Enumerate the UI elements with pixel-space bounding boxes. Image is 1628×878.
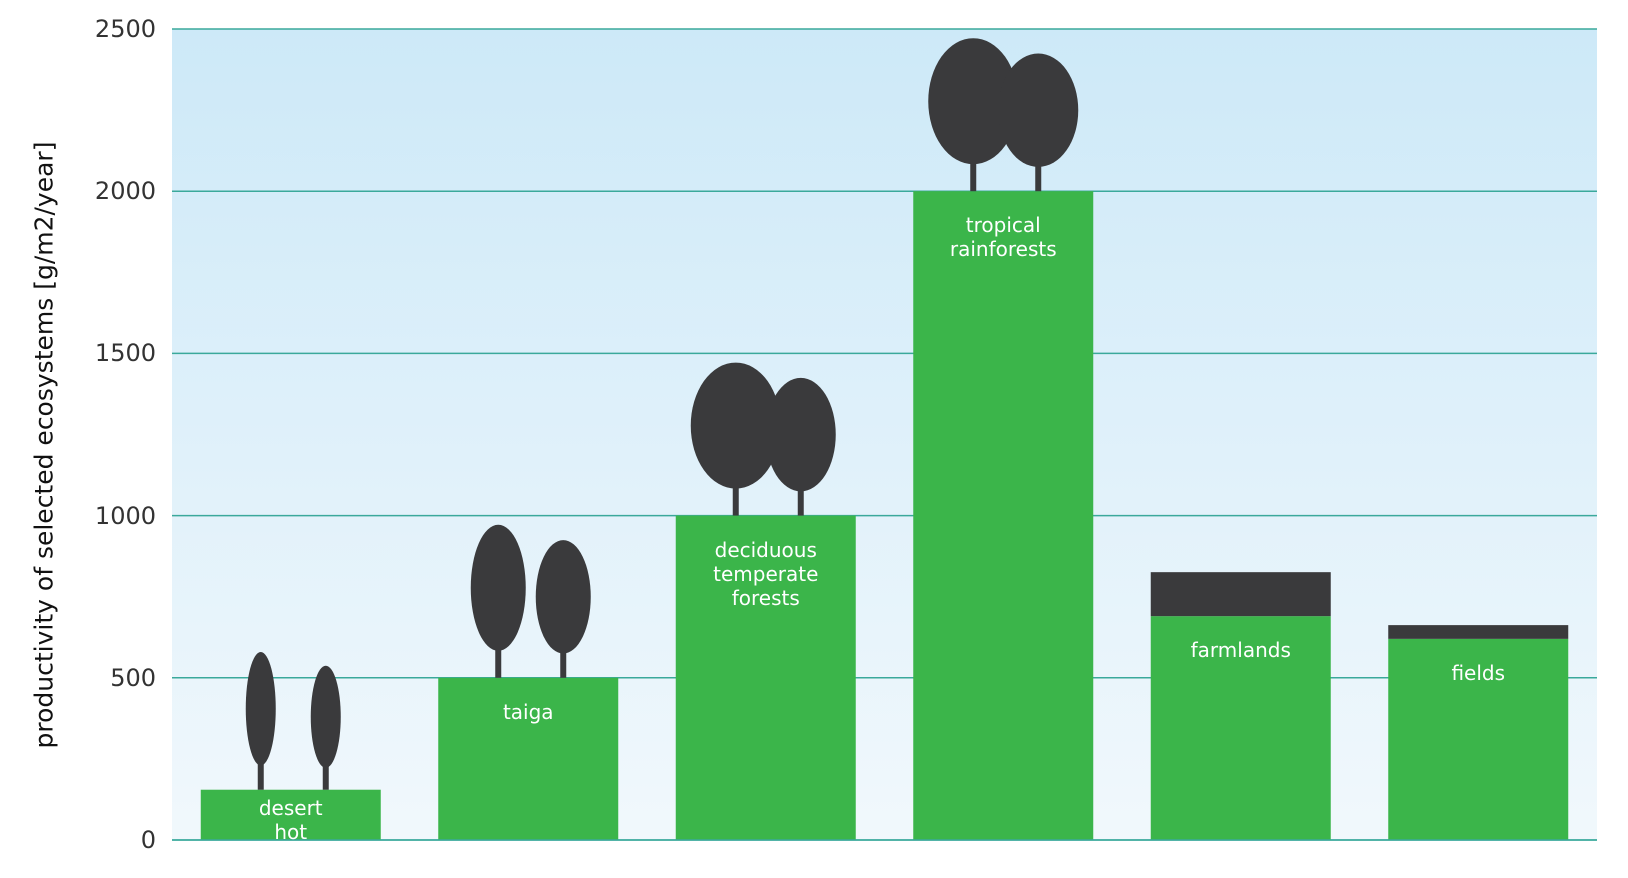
illustration xyxy=(1150,572,1331,617)
illustration xyxy=(928,38,1019,165)
bar xyxy=(438,677,619,840)
illustration xyxy=(998,53,1079,167)
bar-label: desert hot xyxy=(258,795,323,844)
y-tick-label: 0 xyxy=(140,826,156,854)
y-tick-label: 2500 xyxy=(94,15,156,43)
bar-label: fields xyxy=(1451,660,1506,685)
illustration xyxy=(245,652,276,766)
y-tick-label: 2000 xyxy=(94,177,156,206)
bar xyxy=(675,515,856,840)
bar xyxy=(1388,638,1569,840)
bar xyxy=(200,789,381,840)
illustration xyxy=(690,362,781,489)
illustration xyxy=(310,665,341,768)
bar xyxy=(913,191,1094,840)
illustration xyxy=(535,540,591,654)
plot-background xyxy=(172,29,1597,840)
bar-label: tropical rainforests xyxy=(949,213,1057,262)
bar xyxy=(1150,616,1331,840)
y-tick-label: 1000 xyxy=(94,501,156,530)
bar-label: deciduous temperate forests xyxy=(713,537,819,610)
illustration xyxy=(470,524,526,651)
illustration xyxy=(765,377,836,492)
y-tick-label: 1500 xyxy=(94,339,156,368)
bar-label: farmlands xyxy=(1190,638,1291,663)
y-axis-label: productivity of selected ecosystems [g/m… xyxy=(29,141,59,749)
y-tick-label: 500 xyxy=(110,663,156,692)
illustration xyxy=(1388,625,1569,639)
bar-label: taiga xyxy=(502,699,554,724)
